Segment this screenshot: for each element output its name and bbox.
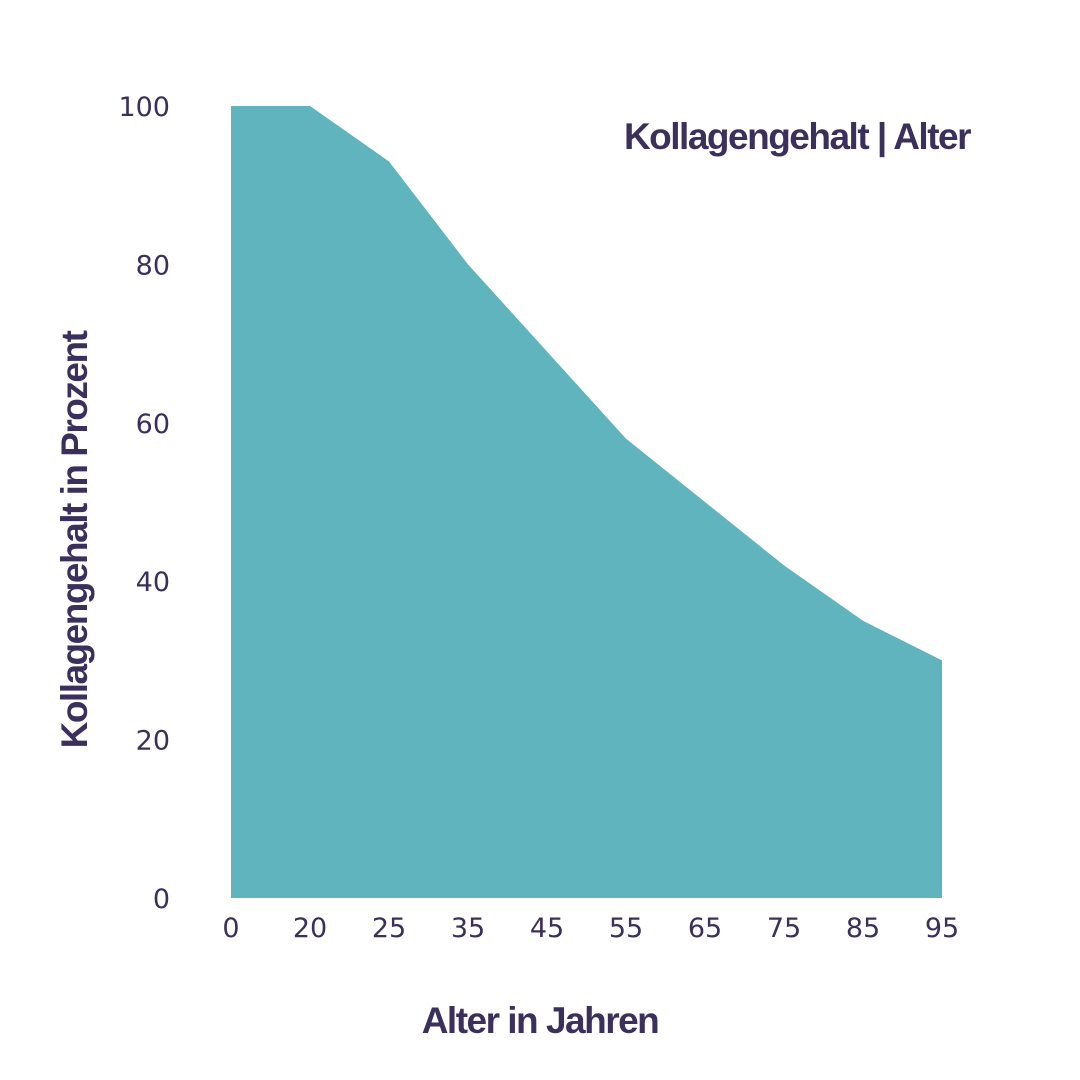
x-tick-label: 85 <box>846 913 880 944</box>
x-tick-label: 35 <box>451 913 485 944</box>
y-tick-label: 100 <box>118 92 170 123</box>
x-tick-label: 25 <box>372 913 406 944</box>
y-axis-label: Kollagengehalt in Prozent <box>54 330 95 748</box>
y-tick-label: 0 <box>153 884 170 915</box>
y-tick-label: 40 <box>136 567 170 598</box>
y-axis-ticks: 0 20 40 60 80 100 <box>118 92 170 915</box>
y-tick-label: 60 <box>136 409 170 440</box>
x-tick-label: 0 <box>222 913 239 944</box>
chart-title: Kollagengehalt | Alter <box>624 116 971 158</box>
x-tick-label: 75 <box>767 913 801 944</box>
y-tick-label: 20 <box>136 726 170 757</box>
x-axis-ticks: 0 20 25 35 45 55 65 75 85 95 <box>222 913 959 944</box>
x-tick-label: 55 <box>609 913 643 944</box>
x-tick-label: 65 <box>688 913 722 944</box>
area-series <box>231 106 942 898</box>
x-tick-label: 95 <box>925 913 959 944</box>
x-axis-label: Alter in Jahren <box>422 1000 659 1041</box>
x-tick-label: 45 <box>530 913 564 944</box>
x-tick-label: 20 <box>293 913 327 944</box>
y-tick-label: 80 <box>136 250 170 281</box>
